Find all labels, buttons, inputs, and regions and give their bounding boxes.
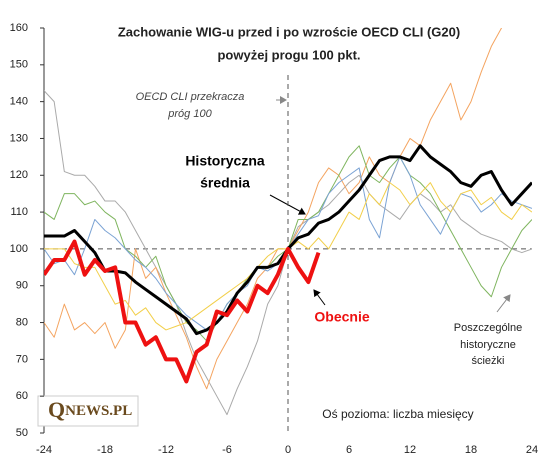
annotation: OECD CLI przekracza <box>136 91 245 103</box>
x-tick-label: 18 <box>465 444 477 456</box>
annotation: historyczne <box>460 339 516 351</box>
series-line <box>44 239 321 384</box>
annotation: Poszczególne <box>454 322 523 334</box>
x-tick-label: 0 <box>285 444 291 456</box>
chart-title: Zachowanie WIG-u przed i po wzroście OEC… <box>118 24 460 39</box>
y-tick-label: 100 <box>10 243 28 255</box>
x-tick-label: -12 <box>158 444 174 456</box>
y-tick-label: 50 <box>16 427 28 439</box>
x-tick-label: -18 <box>97 444 113 456</box>
x-tick-label: -24 <box>36 444 52 456</box>
annotation: Obecnie <box>314 309 369 325</box>
y-tick-label: 90 <box>16 280 28 292</box>
logo: QNEWS.PL <box>48 397 132 422</box>
y-tick-label: 120 <box>10 169 28 181</box>
x-tick-label: 6 <box>346 444 352 456</box>
arrow <box>496 294 511 313</box>
plot-area <box>44 28 532 416</box>
x-tick-label: -6 <box>222 444 232 456</box>
y-tick-label: 70 <box>16 353 28 365</box>
y-tick-label: 150 <box>10 59 28 71</box>
annotation: średnia <box>200 175 250 191</box>
chart-title: powyżej progu 100 pkt. <box>217 47 360 62</box>
annotation: próg 100 <box>167 108 212 120</box>
y-tick-label: 140 <box>10 96 28 108</box>
y-tick-label: 80 <box>16 316 28 328</box>
annotation: ścieżki <box>471 355 504 367</box>
annotation: Oś pozioma: liczba miesięcy <box>322 407 473 421</box>
logo-box <box>37 395 139 427</box>
x-tick-label: 24 <box>526 444 538 456</box>
y-tick-label: 60 <box>16 390 28 402</box>
annotation: Historyczna <box>185 153 265 169</box>
x-tick-label: 12 <box>404 444 416 456</box>
y-tick-label: 130 <box>10 132 28 144</box>
arrow <box>313 289 326 306</box>
y-tick-label: 110 <box>10 206 28 218</box>
y-tick-label: 160 <box>10 22 28 34</box>
